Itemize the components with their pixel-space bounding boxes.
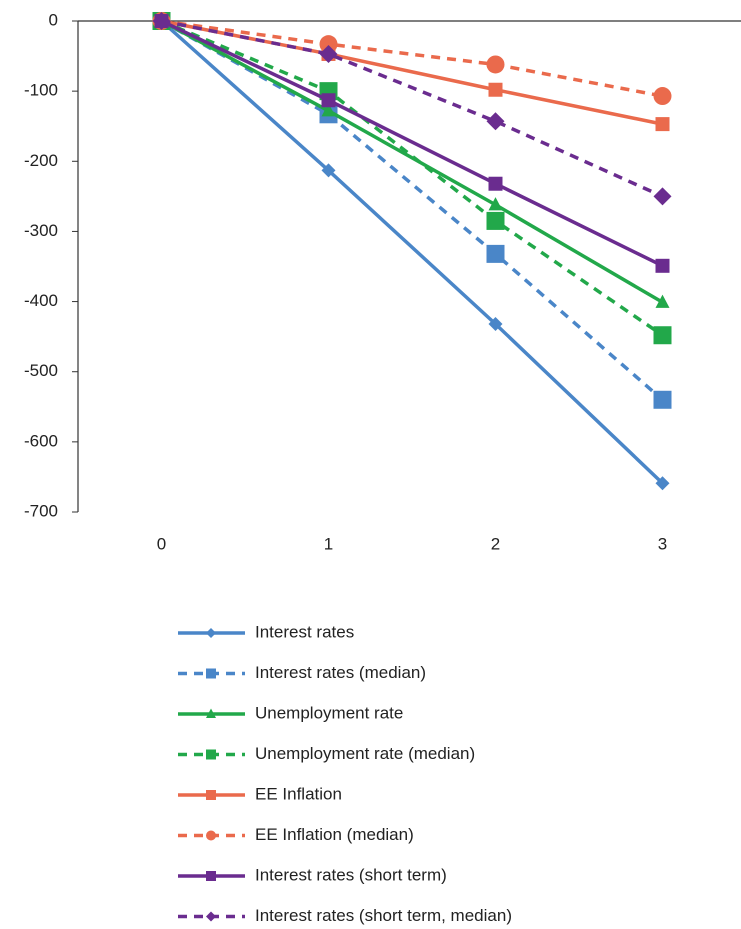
marker bbox=[488, 197, 503, 211]
marker bbox=[206, 790, 216, 800]
legend-label: Interest rates (short term, median) bbox=[255, 906, 512, 925]
series-line bbox=[160, 19, 664, 304]
x-tick-label: 2 bbox=[491, 534, 500, 553]
legend-label: Unemployment rate bbox=[255, 703, 403, 722]
marker bbox=[486, 112, 505, 131]
marker bbox=[653, 87, 672, 106]
y-tick-label: -500 bbox=[24, 361, 58, 380]
legend-label: EE Inflation (median) bbox=[255, 825, 414, 844]
x-tick-label: 0 bbox=[157, 534, 166, 553]
y-tick-label: -100 bbox=[24, 81, 58, 100]
series-line bbox=[160, 19, 664, 268]
legend-label: EE Inflation bbox=[255, 784, 342, 803]
marker bbox=[486, 211, 505, 230]
y-tick-label: -600 bbox=[24, 431, 58, 450]
y-tick-label: -400 bbox=[24, 291, 58, 310]
marker bbox=[488, 82, 503, 97]
series-line bbox=[161, 19, 663, 98]
y-tick-label: 0 bbox=[49, 10, 58, 29]
legend-label: Interest rates (short term) bbox=[255, 865, 447, 884]
marker bbox=[152, 12, 171, 30]
marker bbox=[206, 628, 216, 638]
x-tick-label: 1 bbox=[324, 534, 333, 553]
marker bbox=[653, 326, 672, 345]
legend-label: Interest rates (median) bbox=[255, 663, 426, 682]
y-tick-label: -300 bbox=[24, 221, 58, 240]
marker bbox=[488, 317, 503, 332]
marker bbox=[319, 44, 338, 63]
marker bbox=[206, 911, 216, 922]
marker bbox=[655, 476, 670, 491]
marker bbox=[206, 749, 216, 760]
marker bbox=[653, 390, 672, 409]
marker bbox=[321, 163, 336, 178]
marker bbox=[655, 294, 670, 308]
marker bbox=[486, 55, 505, 74]
marker bbox=[321, 103, 336, 117]
series-line bbox=[160, 19, 664, 337]
marker bbox=[321, 93, 336, 108]
series-line bbox=[160, 19, 664, 485]
marker bbox=[655, 117, 670, 132]
series-line bbox=[161, 19, 663, 126]
marker bbox=[206, 708, 216, 718]
marker bbox=[486, 244, 505, 263]
series-line bbox=[160, 19, 664, 402]
marker bbox=[319, 35, 338, 54]
marker bbox=[206, 668, 216, 679]
series-line bbox=[161, 19, 664, 198]
marker bbox=[653, 187, 672, 206]
legend-label: Interest rates bbox=[255, 622, 354, 641]
y-tick-label: -700 bbox=[24, 501, 58, 520]
marker bbox=[655, 258, 670, 273]
x-tick-label: 3 bbox=[658, 534, 667, 553]
y-tick-label: -200 bbox=[24, 151, 58, 170]
legend-label: Unemployment rate (median) bbox=[255, 744, 475, 763]
marker bbox=[206, 830, 216, 841]
marker bbox=[206, 871, 216, 881]
marker bbox=[488, 176, 503, 191]
